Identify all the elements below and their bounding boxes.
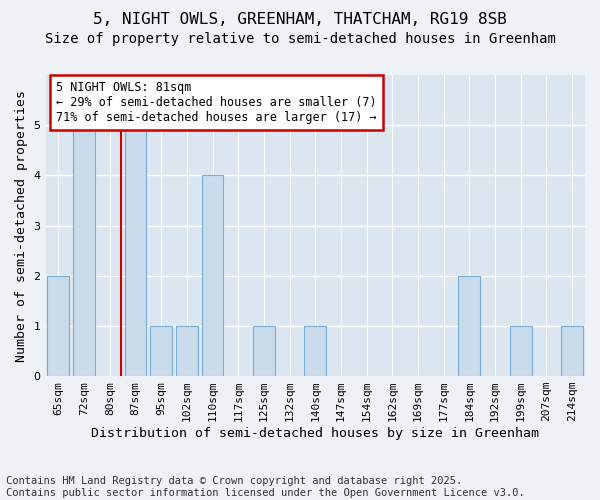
Text: 5, NIGHT OWLS, GREENHAM, THATCHAM, RG19 8SB: 5, NIGHT OWLS, GREENHAM, THATCHAM, RG19 … — [93, 12, 507, 28]
Bar — [561, 326, 583, 376]
Y-axis label: Number of semi-detached properties: Number of semi-detached properties — [15, 90, 28, 362]
Bar — [47, 276, 70, 376]
Bar — [202, 176, 223, 376]
Bar — [458, 276, 481, 376]
Text: Contains HM Land Registry data © Crown copyright and database right 2025.
Contai: Contains HM Land Registry data © Crown c… — [6, 476, 525, 498]
Text: Size of property relative to semi-detached houses in Greenham: Size of property relative to semi-detach… — [44, 32, 556, 46]
Bar — [176, 326, 198, 376]
Bar — [304, 326, 326, 376]
Bar — [73, 125, 95, 376]
Bar — [125, 125, 146, 376]
Text: 5 NIGHT OWLS: 81sqm
← 29% of semi-detached houses are smaller (7)
71% of semi-de: 5 NIGHT OWLS: 81sqm ← 29% of semi-detach… — [56, 81, 377, 124]
Bar — [510, 326, 532, 376]
Bar — [253, 326, 275, 376]
X-axis label: Distribution of semi-detached houses by size in Greenham: Distribution of semi-detached houses by … — [91, 427, 539, 440]
Bar — [150, 326, 172, 376]
